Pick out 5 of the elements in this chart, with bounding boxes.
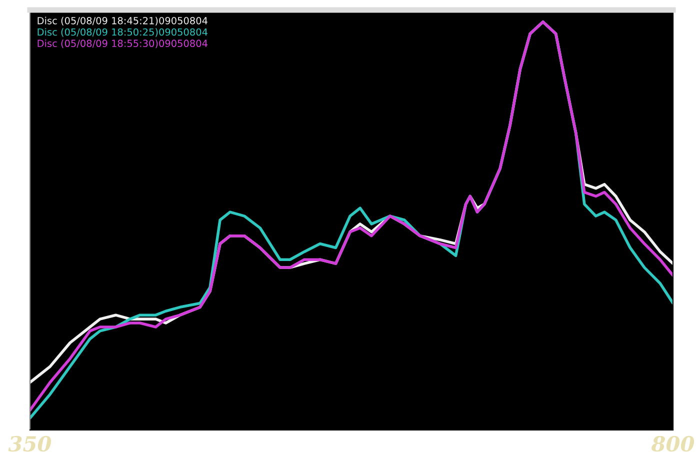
text: Disc (05/08/09 18:55:30)09050804	[38, 40, 208, 48]
text: Disc (05/08/09 18:50:25)09050804	[38, 28, 208, 37]
x-tick-label: 800	[652, 436, 694, 452]
text: Disc (05/08/09 18:45:21)09050804	[38, 16, 208, 26]
x-tick-label: 350	[8, 436, 52, 452]
